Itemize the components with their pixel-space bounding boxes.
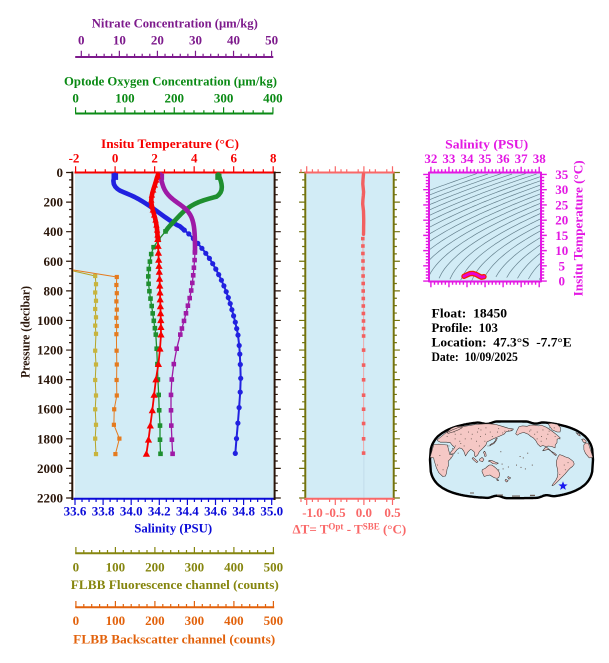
svg-text:400: 400 [224,613,244,628]
svg-text:300: 300 [185,613,205,628]
svg-text:0: 0 [72,91,79,106]
svg-text:0: 0 [73,613,80,628]
svg-text:15: 15 [555,228,569,243]
svg-text:Salinity (PSU): Salinity (PSU) [445,137,528,152]
svg-text:FLBB Backscatter channel (coun: FLBB Backscatter channel (counts) [73,632,275,647]
svg-text:300: 300 [185,560,205,575]
svg-text:34.6: 34.6 [204,504,227,519]
svg-text:34.2: 34.2 [148,504,171,519]
svg-text:35: 35 [479,151,493,166]
svg-text:38: 38 [533,151,547,166]
svg-text:32: 32 [424,151,437,166]
svg-text:500: 500 [264,560,284,575]
svg-text:Date: 10/09/2025: Date: 10/09/2025 [432,349,519,364]
svg-text:Location: 47.3°S -7.7°E: Location: 47.3°S -7.7°E [432,334,572,349]
svg-text:36: 36 [497,151,511,166]
svg-text:8: 8 [270,151,277,166]
svg-text:-0.5: -0.5 [325,505,346,520]
svg-text:35.0: 35.0 [260,504,283,519]
svg-text:100: 100 [106,560,126,575]
svg-text:1000: 1000 [37,313,63,328]
svg-text:33.8: 33.8 [92,504,115,519]
svg-text:Insitu Temperature (°C): Insitu Temperature (°C) [101,136,239,151]
svg-text:35: 35 [555,167,569,182]
svg-text:ΔT= TOpt - TSBE (°C): ΔT= TOpt - TSBE (°C) [293,522,407,537]
svg-text:100: 100 [115,91,135,106]
svg-text:40: 40 [227,33,240,48]
svg-text:100: 100 [106,613,126,628]
svg-text:20: 20 [151,33,164,48]
svg-text:34.8: 34.8 [232,504,255,519]
svg-text:Insitu Temperature (°C): Insitu Temperature (°C) [571,160,586,296]
svg-text:0.0: 0.0 [356,505,372,520]
svg-text:400: 400 [44,224,64,239]
svg-text:200: 200 [165,91,185,106]
svg-text:0: 0 [73,560,80,575]
svg-text:600: 600 [44,254,64,269]
svg-text:0: 0 [559,274,566,289]
svg-text:34.4: 34.4 [176,504,199,519]
svg-text:4: 4 [191,151,198,166]
svg-text:0.5: 0.5 [384,505,401,520]
svg-text:1200: 1200 [37,343,63,358]
svg-text:33.6: 33.6 [64,504,87,519]
svg-text:-2: -2 [69,151,80,166]
svg-text:50: 50 [265,33,278,48]
svg-text:800: 800 [44,283,64,298]
svg-text:34: 34 [461,151,475,166]
svg-text:2200: 2200 [37,491,63,506]
svg-text:300: 300 [214,91,234,106]
svg-text:0: 0 [112,151,119,166]
svg-text:10: 10 [113,33,126,48]
svg-text:30: 30 [189,33,202,48]
svg-text:10: 10 [555,243,568,258]
svg-text:Optode Oxygen Concentration (μ: Optode Oxygen Concentration (μm/kg) [64,74,277,89]
svg-text:1400: 1400 [37,372,63,387]
svg-text:1800: 1800 [37,431,63,446]
svg-text:0: 0 [57,165,64,180]
svg-text:200: 200 [145,560,165,575]
svg-text:400: 400 [263,91,283,106]
svg-text:2: 2 [151,151,158,166]
svg-text:20: 20 [555,213,568,228]
svg-text:0: 0 [78,33,85,48]
svg-text:25: 25 [555,197,569,212]
svg-text:Profile: 103: Profile: 103 [432,320,499,335]
svg-text:500: 500 [264,613,284,628]
svg-text:30: 30 [555,182,568,197]
svg-text:2000: 2000 [37,461,63,476]
svg-text:200: 200 [145,613,165,628]
svg-text:37: 37 [515,151,529,166]
svg-text:34.0: 34.0 [120,504,143,519]
svg-text:Salinity (PSU): Salinity (PSU) [134,521,212,536]
svg-text:1600: 1600 [37,402,63,417]
svg-text:Pressure (decibar): Pressure (decibar) [17,286,32,378]
svg-text:400: 400 [224,560,244,575]
svg-text:6: 6 [230,151,237,166]
svg-text:5: 5 [559,258,566,273]
svg-text:-1.0: -1.0 [302,505,323,520]
svg-text:FLBB Fluorescence channel (cou: FLBB Fluorescence channel (counts) [71,577,279,592]
svg-text:Nitrate Concentration (μm/kg): Nitrate Concentration (μm/kg) [92,16,258,31]
svg-text:200: 200 [44,195,64,210]
svg-text:33: 33 [442,151,456,166]
svg-text:Float: 18450: Float: 18450 [432,306,508,321]
